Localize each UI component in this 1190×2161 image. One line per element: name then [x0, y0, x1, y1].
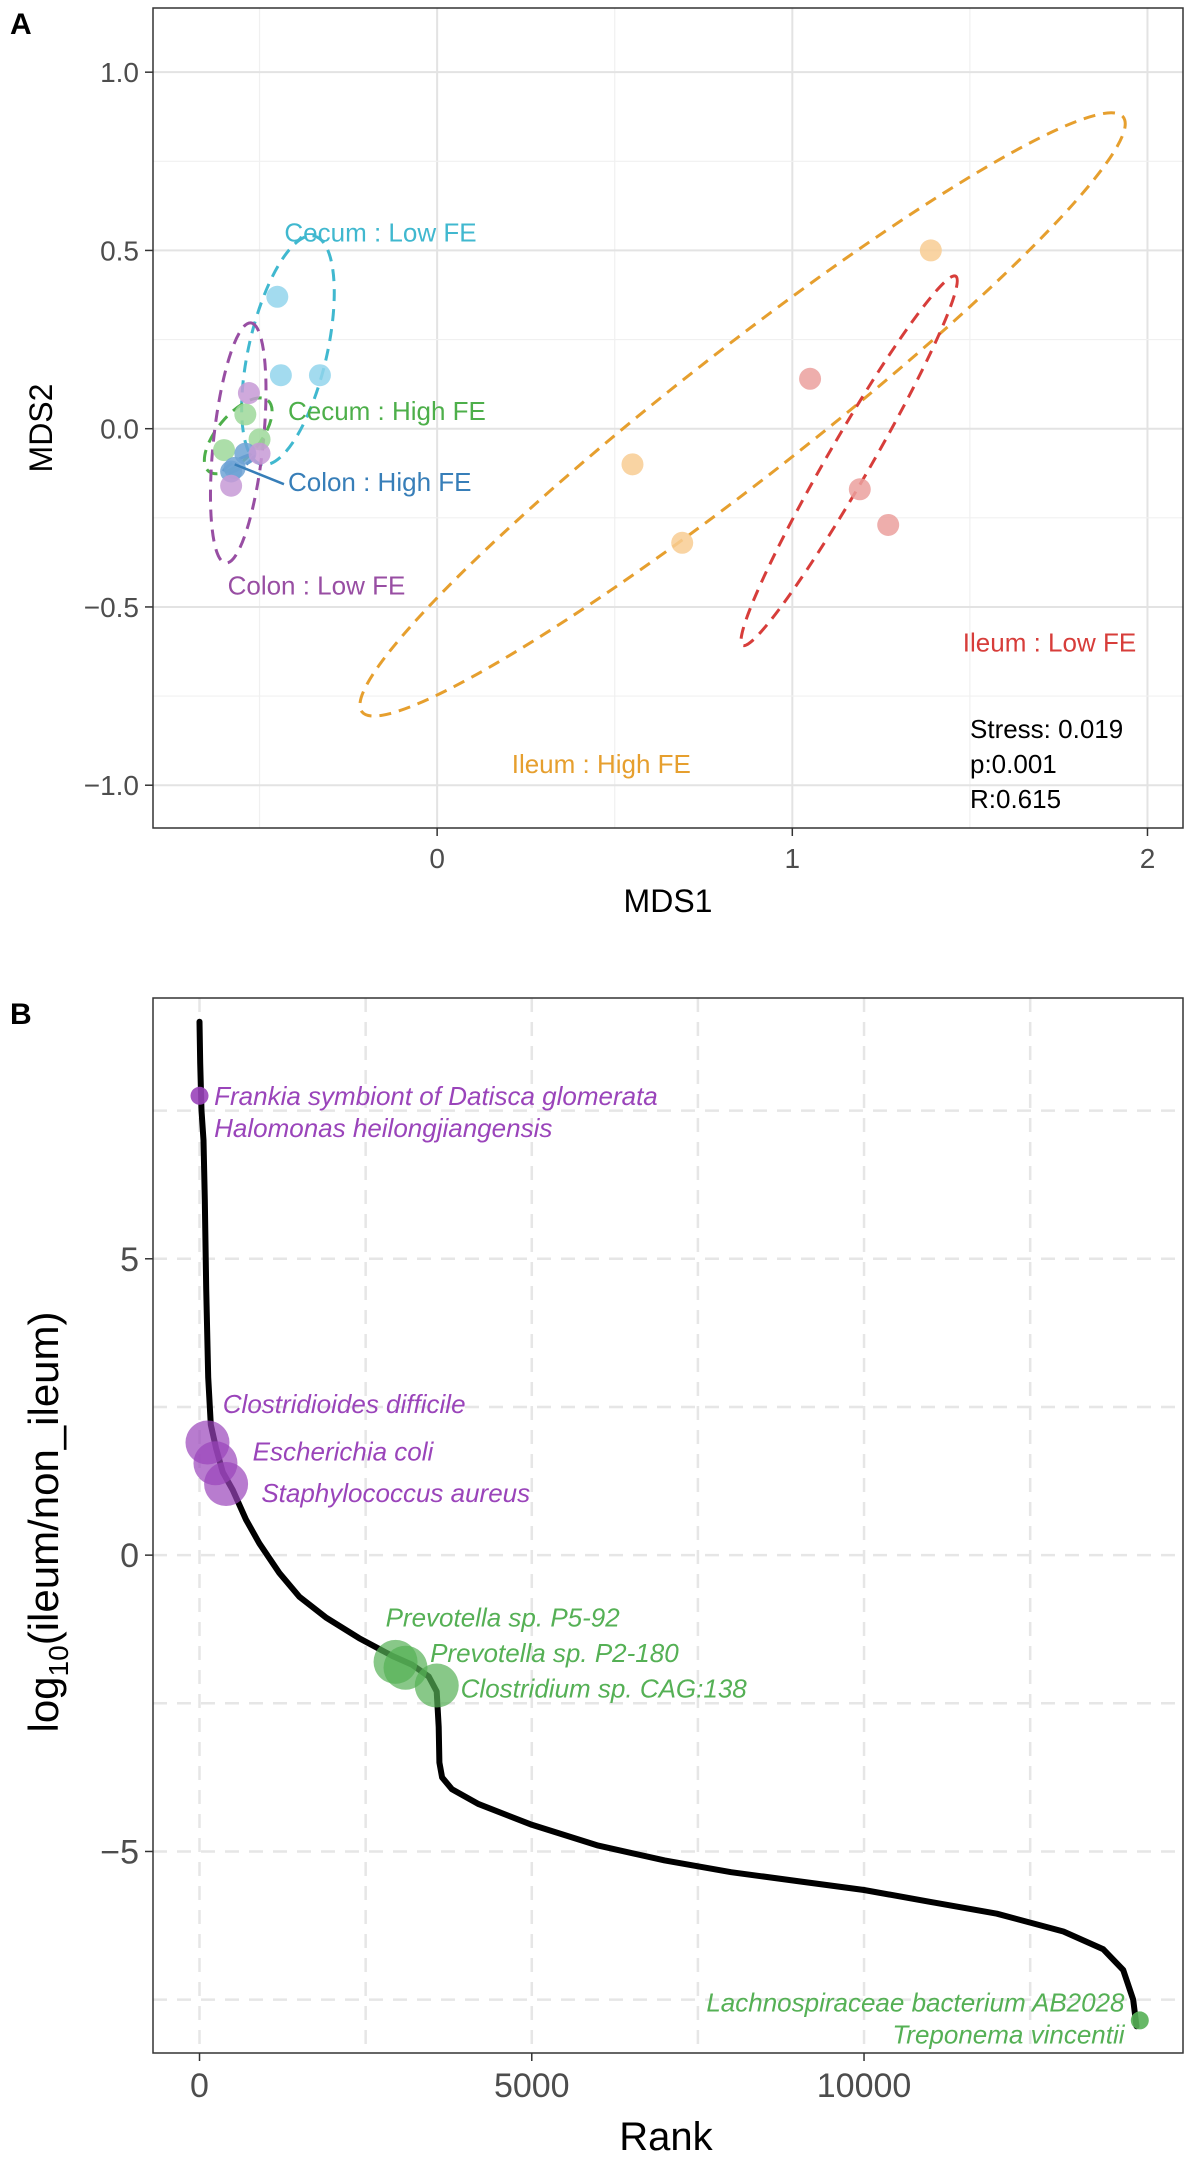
point-cecum-low-fe [269, 364, 292, 387]
panel-a-x-axis-title: MDS1 [624, 883, 713, 919]
point-ileum-low-fe [877, 513, 900, 536]
point-ileum-low-fe [848, 478, 871, 501]
panel-a-background [153, 8, 1183, 828]
panel-a-mds-plot: A Cecum : Low FE Cecum : High FE Colon : H… [10, 7, 1184, 919]
panel-a-stats: Stress: 0.019 p:0.001 R:0.615 [970, 714, 1123, 814]
panel-b-x-axis-title: Rank [619, 2115, 713, 2159]
panel-a-points [213, 239, 942, 554]
label-cecum-low-fe: Cecum : Low FE [284, 218, 476, 248]
panel-a-group-labels: Cecum : Low FE Cecum : High FE Colon : Hig… [228, 218, 1137, 779]
label-colon-high-fe: Colon : High FE [288, 467, 472, 497]
species-label-lachnospiraceae-bacterium-ab2028: Lachnospiraceae bacterium AB2028 [706, 1988, 1125, 2018]
panel-b-species-labels: Frankia symbiont of Datisca glomerataHal… [214, 1081, 1126, 2050]
species-label-prevotella-sp-p5-92: Prevotella sp. P5-92 [386, 1602, 621, 1632]
panel-b-border [152, 997, 1184, 2054]
point-cecum-low-fe [266, 285, 289, 308]
b-y-tick-label: 0 [120, 1537, 139, 1575]
species-label-clostridium-sp-cag-138: Clostridium sp. CAG:138 [461, 1673, 748, 1703]
species-label-staphylococcus-aureus: Staphylococcus aureus [261, 1478, 530, 1508]
panel-b-y-axis-title: log10(ileum/non_ileum) [20, 1311, 74, 1732]
panel-a-label: A [10, 8, 32, 41]
highlight-point-lachnospiraceae-bacterium-ab2028 [1130, 2011, 1149, 2030]
a-y-tick-label: 1.0 [100, 57, 139, 88]
panel-b-rank-plot: B Frankia symbiont of Datisca glomerataH… [10, 997, 1184, 2159]
label-ileum-low-fe: Ileum : Low FE [963, 628, 1136, 658]
label-colon-low-fe: Colon : Low FE [228, 571, 406, 601]
a-x-tick-label: 0 [429, 843, 445, 874]
panel-a-border [152, 7, 1184, 829]
panel-b-background [153, 998, 1183, 2053]
highlight-point-clostridium-sp-cag-138 [414, 1663, 459, 1708]
panel-b-grid [153, 998, 1183, 2053]
stats-r: R:0.615 [970, 784, 1061, 814]
point-colon-low-fe [248, 442, 271, 465]
a-x-tick-label: 2 [1140, 843, 1156, 874]
b-y-tick-label: 5 [120, 1241, 139, 1279]
panel-b-axes: 0 5000 10000 5 0 −5 [100, 1241, 911, 2105]
species-label-treponema-vincentii: Treponema vincentii [892, 2020, 1125, 2050]
stats-stress: Stress: 0.019 [970, 714, 1123, 744]
label-cecum-high-fe: Cecum : High FE [288, 396, 486, 426]
highlight-point-staphylococcus-aureus [204, 1462, 249, 1507]
a-y-tick-label: −0.5 [84, 592, 139, 623]
panel-a-y-axis-title: MDS2 [23, 384, 59, 473]
panel-a-axes: 0 1 2 1.0 0.5 0.0 −0.5 −1.0 [84, 57, 1156, 874]
panel-b-highlight-points [185, 1086, 1149, 2030]
b-x-tick-label: 0 [190, 2067, 209, 2105]
point-colon-high-fe [223, 456, 246, 479]
point-ileum-high-fe [919, 239, 942, 262]
a-y-tick-label: −1.0 [84, 770, 139, 801]
species-label-clostridioides-difficile: Clostridioides difficile [223, 1389, 466, 1419]
point-cecum-high-fe [234, 403, 257, 426]
panel-a-grid [153, 8, 1183, 828]
ellipse-ileum-low-fe [739, 274, 959, 648]
panel-b-label: B [10, 998, 32, 1031]
species-label-prevotella-sp-p2-180: Prevotella sp. P2-180 [430, 1638, 679, 1668]
label-ileum-high-fe: Ileum : High FE [512, 749, 691, 779]
point-ileum-high-fe [621, 453, 644, 476]
point-colon-low-fe [220, 474, 243, 497]
colon-high-leader-line [234, 463, 285, 486]
a-x-tick-label: 1 [785, 843, 801, 874]
ellipse-cecum-high-fe [202, 396, 274, 476]
b-x-tick-label: 10000 [817, 2067, 912, 2105]
point-colon-low-fe [237, 382, 260, 405]
ellipse-ileum-high-fe [358, 111, 1127, 718]
species-label-escherichia-coli: Escherichia coli [253, 1436, 435, 1466]
a-y-tick-label: 0.0 [100, 414, 139, 445]
point-ileum-low-fe [799, 367, 822, 390]
b-y-tick-label: −5 [100, 1833, 139, 1871]
species-label-halomonas-heilongjiangensis: Halomonas heilongjiangensis [214, 1113, 552, 1143]
point-cecum-high-fe [213, 439, 236, 462]
stats-p: p:0.001 [970, 749, 1057, 779]
point-ileum-high-fe [671, 531, 694, 554]
b-x-tick-label: 5000 [494, 2067, 570, 2105]
species-label-frankia-symbiont-of-datisca-glomerata: Frankia symbiont of Datisca glomerata [214, 1081, 658, 1111]
highlight-point-frankia-symbiont-of-datisca-glomerata [190, 1086, 209, 1105]
a-y-tick-label: 0.5 [100, 235, 139, 266]
point-cecum-low-fe [308, 364, 331, 387]
